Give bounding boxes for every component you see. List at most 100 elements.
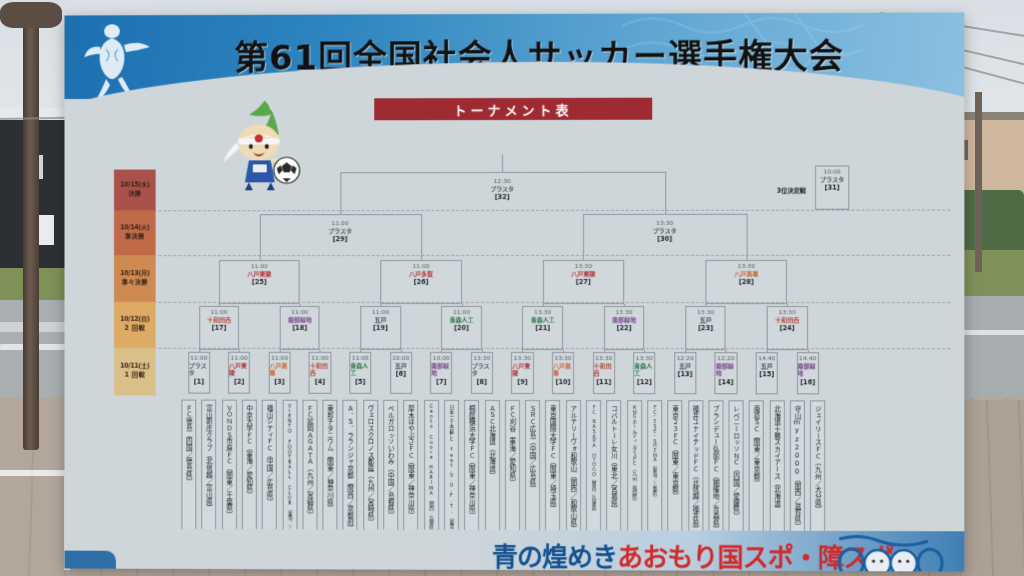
third-place-match-label: 3位決定戦 (776, 187, 807, 195)
match-time: 11:00 (311, 354, 329, 362)
match-venue: 南部緑地 (612, 316, 637, 324)
match-number: [19] (373, 324, 389, 333)
match-venue: 南部緑地 (715, 362, 734, 378)
match-venue: 南部緑地 (797, 362, 816, 378)
match-venue: 十和田西 (593, 362, 612, 378)
match-node-round1: 13:30 十和田西 [11] (592, 352, 615, 395)
team-slip: ＦＣ徳島（四国／徳島県） (181, 399, 197, 546)
team-slip: ＫＭＧホールディングスＦＣ（九州／福岡県） (626, 400, 642, 547)
match-time: 10:00 (432, 354, 450, 362)
match-venue: 五戸 (679, 362, 692, 370)
match-venue: 十和田西 (309, 362, 328, 378)
team-slip: 日本一千本桜FC feat.S.U.F.T.（東北／宮城県） (443, 399, 459, 546)
team-slip: 東邦チタニウム（関東／神奈川県） (322, 399, 338, 546)
round-date-cell: 10/13(月) 準々決勝 (113, 255, 156, 302)
team-slip: 富山新庄クラブ（北信越／富山県） (201, 399, 217, 546)
match-number: [26] (413, 278, 429, 287)
mascot-character-icon (223, 100, 301, 191)
match-time: 11:00 (331, 220, 349, 228)
match-number: [16] (800, 378, 816, 387)
match-node-round1: 14:40 南部緑地 [16] (796, 352, 819, 395)
match-node-quarterfinal: 11:00 八戸東陵 [25] (219, 260, 300, 304)
match-number: [28] (738, 278, 754, 287)
match-venue: 南部緑地 (287, 316, 312, 324)
match-node-quarterfinal: 13:30 八戸高専 [28] (705, 259, 788, 305)
match-node-round2: 13:30 十和田西 [24] (766, 306, 808, 351)
match-time: 14:40 (798, 355, 817, 363)
team-slip: ジェイリースＦＣ（九州／大分県） (810, 400, 826, 547)
event-bottom-banner: 青の煌めきあおもり国スポ・障スポ (64, 528, 965, 572)
match-number: [22] (616, 324, 632, 333)
street-light-head (0, 2, 62, 28)
match-time: 11:00 (452, 308, 471, 316)
connector-vertical (746, 213, 748, 260)
left-building-sign (38, 215, 54, 245)
event-logo-2026-icon (833, 533, 954, 572)
match-venue: 八戸高専 (552, 362, 571, 378)
white-fence (0, 470, 70, 570)
match-venue: 五戸 (394, 362, 407, 370)
match-node-round1: 13:30 八戸東陵 [9] (511, 351, 534, 395)
match-time: 11:00 (190, 354, 208, 362)
match-venue: プラスタ (490, 185, 515, 193)
team-slip: ヴェロスクロノス都農（九州／宮崎県） (362, 399, 378, 546)
tournament-bracket: 10/15(水) 決勝 10/14(火) 準決勝 10/13(月) 準々決勝 10/12(日… (64, 12, 964, 571)
match-node-final: 12:30 プラスタ [32] (462, 176, 542, 216)
round-name: 2 回戦 (124, 324, 145, 332)
round-date: 10/15(水) (120, 181, 150, 189)
match-time: 11:00 (351, 354, 369, 362)
match-venue: プラスタ (328, 227, 353, 235)
match-time: 12:30 (493, 178, 511, 186)
match-number: [12] (636, 378, 652, 387)
match-node-semifinal: 11:00 プラスタ [29] (300, 218, 380, 260)
round-date: 10/13(月) (120, 269, 150, 277)
match-node-round2: 13:30 南部緑地 [22] (603, 306, 645, 351)
match-time: 11:00 (250, 263, 268, 271)
match-venue: 十和田西 (207, 316, 231, 324)
match-time: 13:30 (595, 355, 613, 363)
team-slip: 桐蔭横浜大学ＦＣ（関東／神奈川県） (464, 399, 480, 546)
match-time: 13:30 (513, 355, 532, 363)
match-time: 11:00 (291, 308, 309, 316)
match-venue: 八戸東陵 (512, 362, 531, 378)
match-number: [31] (824, 183, 840, 192)
match-node-round2: 13:30 青森人工 [21] (522, 306, 564, 351)
match-number: [11] (596, 378, 612, 387)
team-slip: ＶＯＮＤＳ市原ＦＣ（関東／千葉県） (221, 399, 237, 546)
match-time: 12:20 (717, 355, 735, 363)
banner-text-blue-1: 青の煌めき (492, 542, 618, 572)
match-node-round1: 12:20 南部緑地 [14] (714, 352, 738, 395)
team-slip: ＡＳＣ北海道（北海道） (484, 399, 500, 546)
match-node-round1: 13:30 八戸高専 [10] (551, 352, 575, 395)
match-time: 13:30 (554, 355, 572, 363)
match-node-round1: 11:00 十和田西 [4] (308, 351, 332, 394)
match-venue: 南部緑地 (431, 362, 450, 378)
match-number: [29] (332, 235, 348, 244)
team-slip: Cento Cuore HARIMA（関西／兵庫県） (423, 399, 439, 546)
utility-pole (975, 92, 982, 272)
connector-horizontal (259, 214, 422, 216)
match-time: 10:00 (392, 354, 410, 362)
match-venue: 五戸 (760, 362, 773, 370)
match-number: [18] (292, 324, 308, 333)
match-venue: プラスタ (471, 362, 490, 378)
round-date-legend: 10/15(水) 決勝 10/14(火) 準決勝 10/13(月) 準々決勝 10/12(日… (113, 169, 156, 396)
team-slip: ＦＣ‐ＩＳＥ‐ＳＨＩＭＡ（東海／三重県） (647, 400, 663, 547)
team-slip: 北海道十勝スカイアース（北海道） (769, 400, 785, 547)
round-date-cell: 10/12(日) 2 回戦 (113, 301, 156, 348)
match-venue: 五戸 (374, 316, 387, 324)
match-number: [24] (779, 324, 795, 333)
curb (0, 322, 92, 332)
match-time: 11:00 (230, 354, 248, 362)
match-number: [2] (233, 377, 245, 386)
match-number: [1] (193, 377, 205, 386)
match-venue: 青森人工 (449, 316, 474, 324)
round-name: 準々決勝 (121, 278, 148, 286)
round-date: 10/11(土) (120, 362, 150, 370)
match-venue: 青森人工 (350, 362, 369, 378)
match-time: 11:00 (412, 263, 430, 271)
match-node-round2: 11:00 五戸 [19] (360, 305, 401, 350)
round-date-cell: 10/11(土) 1 回戦 (113, 347, 156, 396)
team-slip: 福山シティＦＣ（中国／広島県） (261, 399, 277, 546)
team-slip: レベニーロッソＮＣ（四国／愛媛県） (728, 400, 744, 547)
